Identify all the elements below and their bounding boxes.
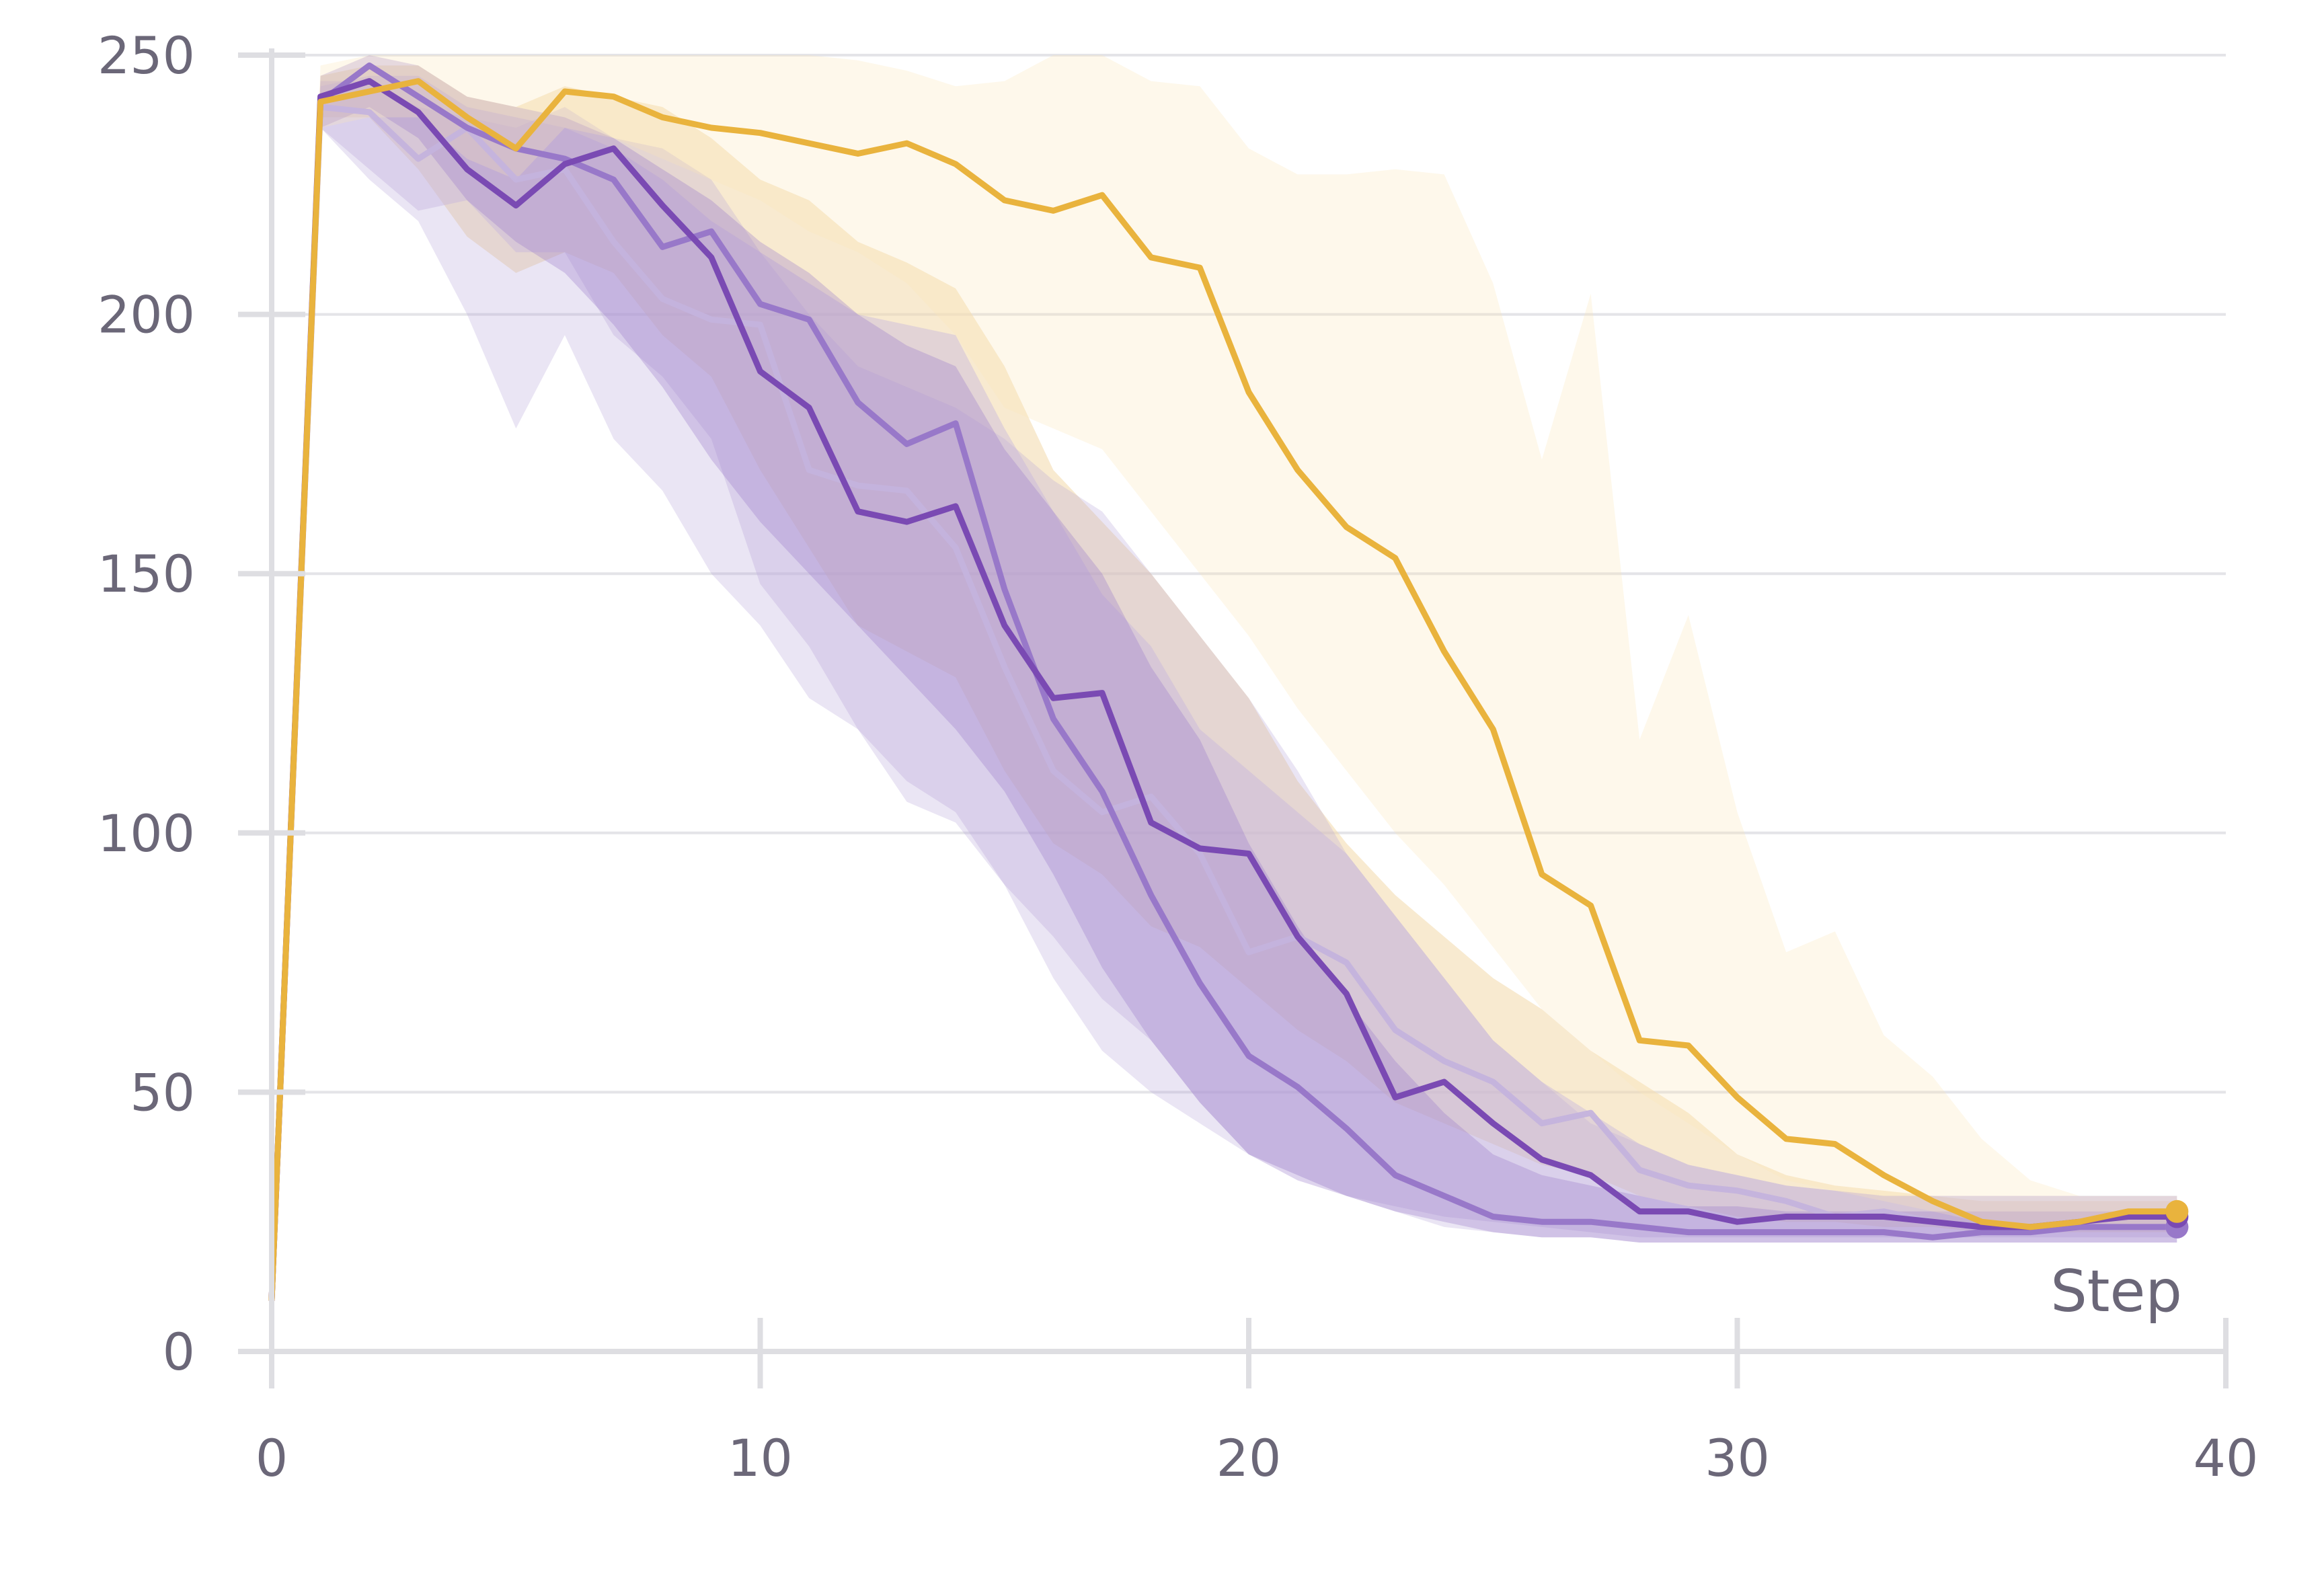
y-tick-label: 150: [98, 544, 195, 604]
x-tick-label: 40: [2194, 1428, 2259, 1488]
confidence-band-run-1: [272, 65, 2177, 1300]
line-layer: [268, 62, 2180, 1303]
y-tick-label: 100: [98, 803, 195, 863]
x-tick-label: 30: [1705, 1428, 1770, 1488]
grid-layer: [272, 54, 2226, 1094]
y-tick-label: 250: [98, 26, 195, 85]
series-line-run-4: [268, 62, 2180, 1303]
band-layer: [272, 55, 2177, 1300]
confidence-band-run-6: [272, 55, 2177, 1300]
confidence-band-run-3: [272, 75, 2177, 1300]
y-tick-label: 0: [163, 1322, 195, 1382]
y-tick-label: 50: [130, 1062, 195, 1122]
x-tick-label: 10: [728, 1428, 793, 1488]
confidence-band-run-2: [272, 81, 2177, 1300]
series-line-run-6: [268, 78, 2180, 1303]
x-tick-label: 20: [1216, 1428, 1282, 1488]
x-axis-label: Step: [2050, 1258, 2182, 1325]
end-marker-run-6: [2165, 1200, 2189, 1223]
axis-layer: [238, 48, 2229, 1388]
label-layer: Step 0 50 100 150 200 250 0 10 20 30 40: [98, 26, 2258, 1488]
x-tick-label: 0: [256, 1428, 288, 1488]
series-line-run-5: [268, 78, 2180, 1303]
marker-layer: [2165, 1200, 2189, 1239]
y-tick-label: 200: [98, 285, 195, 345]
confidence-band-run-4: [272, 55, 2177, 1300]
